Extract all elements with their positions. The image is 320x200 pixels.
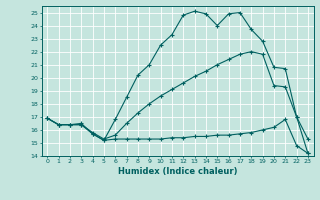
X-axis label: Humidex (Indice chaleur): Humidex (Indice chaleur) — [118, 167, 237, 176]
